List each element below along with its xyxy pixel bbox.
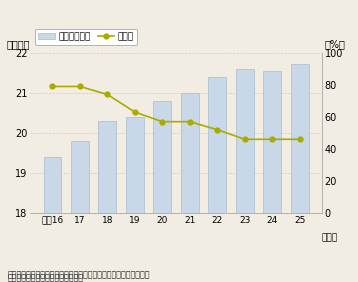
Bar (126, 117, 144, 282)
Bar (263, 71, 281, 282)
Text: （年）: （年） (322, 234, 338, 243)
Bar (208, 77, 226, 282)
Bar (71, 141, 89, 282)
Legend: 収容基準人員, 収容率: 収容基準人員, 収容率 (35, 28, 137, 45)
Bar (153, 101, 171, 282)
Text: 注：収容基準人員については各年４月１日現在の数値であり、収容: 注：収容基準人員については各年４月１日現在の数値であり、収容 (7, 270, 150, 279)
Bar (291, 64, 309, 282)
Text: （%）: （%） (324, 40, 345, 50)
Text: （千人）: （千人） (7, 40, 30, 50)
Bar (236, 69, 254, 282)
Bar (98, 121, 116, 282)
Bar (44, 157, 61, 282)
Text: 率については年間平均値である。: 率については年間平均値である。 (7, 273, 83, 282)
Bar (181, 93, 199, 282)
